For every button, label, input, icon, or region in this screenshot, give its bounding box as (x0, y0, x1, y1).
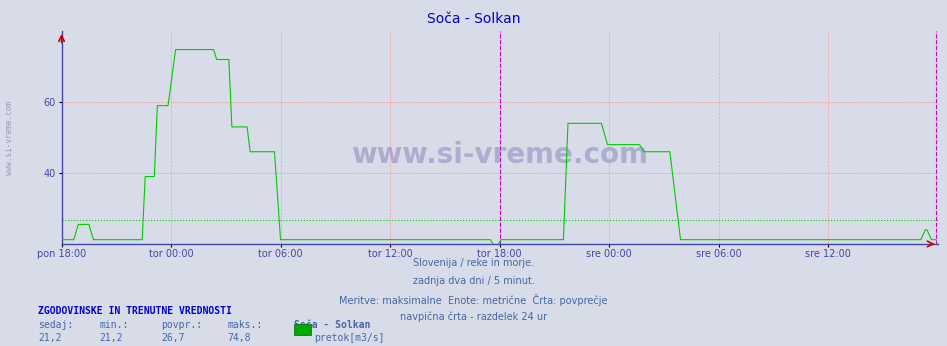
Text: min.:: min.: (99, 320, 129, 330)
Text: maks.:: maks.: (227, 320, 262, 330)
Text: 21,2: 21,2 (99, 333, 123, 343)
Text: povpr.:: povpr.: (161, 320, 202, 330)
Text: Soča - Solkan: Soča - Solkan (427, 12, 520, 26)
Text: 26,7: 26,7 (161, 333, 185, 343)
Text: pretok[m3/s]: pretok[m3/s] (314, 333, 384, 343)
Text: www.si-vreme.com: www.si-vreme.com (5, 101, 14, 175)
Text: 74,8: 74,8 (227, 333, 251, 343)
Text: 21,2: 21,2 (38, 333, 62, 343)
Text: Meritve: maksimalne  Enote: metrične  Črta: povprečje: Meritve: maksimalne Enote: metrične Črta… (339, 294, 608, 306)
Text: zadnja dva dni / 5 minut.: zadnja dva dni / 5 minut. (413, 276, 534, 286)
Text: ZGODOVINSKE IN TRENUTNE VREDNOSTI: ZGODOVINSKE IN TRENUTNE VREDNOSTI (38, 306, 232, 316)
Text: sedaj:: sedaj: (38, 320, 73, 330)
Text: www.si-vreme.com: www.si-vreme.com (351, 140, 648, 169)
Text: navpična črta - razdelek 24 ur: navpična črta - razdelek 24 ur (400, 312, 547, 322)
Text: Slovenija / reke in morje.: Slovenija / reke in morje. (413, 258, 534, 268)
Text: Soča - Solkan: Soča - Solkan (294, 320, 370, 330)
